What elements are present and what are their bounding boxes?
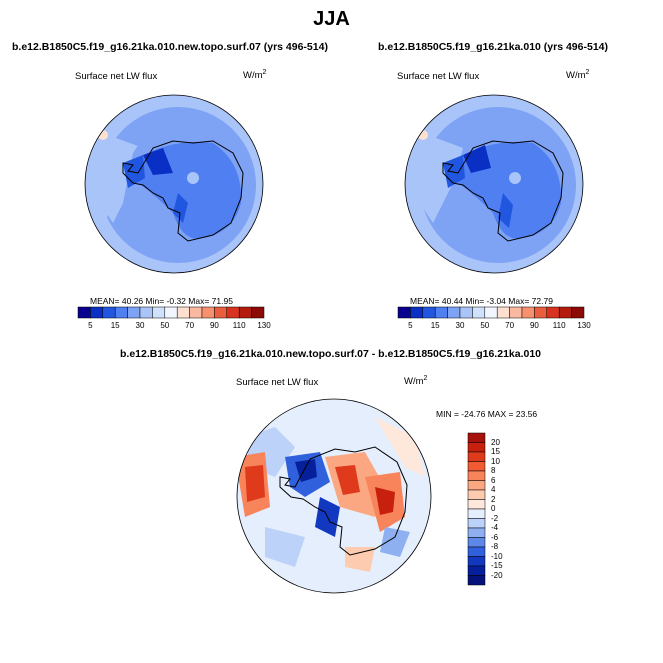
colorbar-swatch xyxy=(472,306,486,319)
colorbar-label: 0 xyxy=(491,504,496,513)
colorbar-swatch xyxy=(422,306,436,319)
colorbar-label: 70 xyxy=(505,321,515,330)
colorbar-swatch xyxy=(467,461,486,472)
diff-map xyxy=(236,398,432,594)
colorbar-label: -20 xyxy=(491,570,503,580)
colorbar-label: 15 xyxy=(110,321,120,330)
colorbar-swatch xyxy=(467,575,486,586)
colorbar-label: 20 xyxy=(491,437,500,447)
colorbar-swatch xyxy=(214,306,228,319)
colorbar-swatch xyxy=(467,470,486,481)
panel-2-colorbar-labels: 5 15 30 50 70 90 110 130 xyxy=(398,321,591,333)
diff-colorbar-labels: 20 15 10 8 6 4 2 0 -2 -4 -6 -8 -10 -15 -20 xyxy=(491,433,515,585)
colorbar-swatch xyxy=(226,306,240,319)
colorbar-swatch xyxy=(201,306,215,319)
colorbar-swatch xyxy=(571,306,585,319)
colorbar-swatch xyxy=(467,480,486,491)
page-title: JJA xyxy=(313,8,350,30)
colorbar-swatch xyxy=(114,306,128,319)
colorbar-swatch xyxy=(534,306,548,319)
colorbar-label: -2 xyxy=(491,513,499,523)
colorbar-label: -6 xyxy=(491,532,499,542)
colorbar-swatch xyxy=(189,306,203,319)
colorbar-swatch xyxy=(397,306,411,319)
colorbar-swatch xyxy=(467,432,486,443)
panel-1-unit-label: W/m2 xyxy=(243,69,267,82)
colorbar-swatch xyxy=(496,306,510,319)
colorbar-label: 10 xyxy=(491,456,500,466)
colorbar-label: -8 xyxy=(491,542,499,551)
colorbar-label: -15 xyxy=(491,561,503,570)
colorbar-swatch xyxy=(251,306,265,319)
colorbar-swatch xyxy=(467,565,486,576)
panel-2-run-title: b.e12.B1850C5.f19_g16.21ka.010 (yrs 496-… xyxy=(378,41,608,53)
colorbar-swatch xyxy=(467,499,486,510)
diff-variable-label: Surface net LW flux xyxy=(236,377,319,388)
colorbar-label: 110 xyxy=(232,321,246,330)
colorbar-swatch xyxy=(467,442,486,453)
colorbar-swatch xyxy=(459,306,473,319)
colorbar-swatch xyxy=(467,508,486,519)
diff-unit-label: W/m2 xyxy=(404,375,428,388)
panel-1-stats: MEAN= 40.26 Min= -0.32 Max= 71.95 xyxy=(90,296,233,306)
colorbar-swatch xyxy=(509,306,523,319)
diff-run-title: b.e12.B1850C5.f19_g16.21ka.010.new.topo.… xyxy=(120,348,542,360)
panel-1-colorbar-labels: 5 15 30 50 70 90 110 130 xyxy=(78,321,271,333)
colorbar-label: 5 xyxy=(408,321,413,330)
panel-2-unit-label: W/m2 xyxy=(566,69,590,82)
colorbar-swatch xyxy=(558,306,572,319)
colorbar-swatch xyxy=(467,556,486,567)
colorbar-swatch xyxy=(139,306,153,319)
colorbar-label: 2 xyxy=(491,494,496,504)
colorbar-swatch xyxy=(90,306,104,319)
colorbar-swatch xyxy=(77,306,91,319)
colorbar-label: 90 xyxy=(529,321,539,330)
colorbar-swatch xyxy=(176,306,190,319)
colorbar-swatch xyxy=(447,306,461,319)
diff-stats: MIN = -24.76 MAX = 23.56 xyxy=(436,409,538,419)
colorbar-label: 70 xyxy=(185,321,195,330)
panel-2-variable-label: Surface net LW flux xyxy=(397,71,480,82)
colorbar-label: 50 xyxy=(160,321,170,330)
colorbar-label: 5 xyxy=(88,321,93,330)
colorbar-swatch xyxy=(238,306,252,319)
colorbar-swatch xyxy=(467,451,486,462)
panel-1-run-title: b.e12.B1850C5.f19_g16.21ka.010.new.topo.… xyxy=(12,41,328,53)
panel-1-variable-label: Surface net LW flux xyxy=(75,71,158,82)
colorbar-swatch xyxy=(484,306,498,319)
colorbar-label: 110 xyxy=(552,321,566,330)
colorbar-swatch xyxy=(467,546,486,557)
colorbar-swatch xyxy=(434,306,448,319)
colorbar-label: 30 xyxy=(135,321,145,330)
colorbar-label: -4 xyxy=(491,523,499,532)
colorbar-label: 130 xyxy=(257,321,271,330)
colorbar-swatch xyxy=(152,306,166,319)
colorbar-swatch xyxy=(521,306,535,319)
colorbar-label: 15 xyxy=(491,447,500,456)
colorbar-label: 90 xyxy=(209,321,219,330)
panel-2-colorbar xyxy=(397,306,585,319)
colorbar-swatch xyxy=(467,527,486,538)
colorbar-swatch xyxy=(467,537,486,548)
colorbar-label: 8 xyxy=(491,466,496,475)
colorbar-label: -10 xyxy=(491,551,503,561)
panel-1-map xyxy=(84,94,264,274)
colorbar-swatch xyxy=(127,306,141,319)
diff-colorbar xyxy=(467,432,486,586)
colorbar-label: 15 xyxy=(430,321,440,330)
colorbar-label: 130 xyxy=(577,321,591,330)
colorbar-swatch xyxy=(102,306,116,319)
colorbar-label: 4 xyxy=(491,485,496,494)
colorbar-swatch xyxy=(410,306,424,319)
colorbar-label: 6 xyxy=(491,475,496,485)
colorbar-label: 30 xyxy=(455,321,465,330)
colorbar-swatch xyxy=(467,518,486,529)
panel-2-map xyxy=(404,94,584,274)
panel-1-colorbar xyxy=(77,306,265,319)
panel-2-stats: MEAN= 40.44 Min= -3.04 Max= 72.79 xyxy=(410,296,553,306)
colorbar-label: 50 xyxy=(480,321,490,330)
colorbar-swatch xyxy=(164,306,178,319)
colorbar-swatch xyxy=(546,306,560,319)
colorbar-swatch xyxy=(467,489,486,500)
